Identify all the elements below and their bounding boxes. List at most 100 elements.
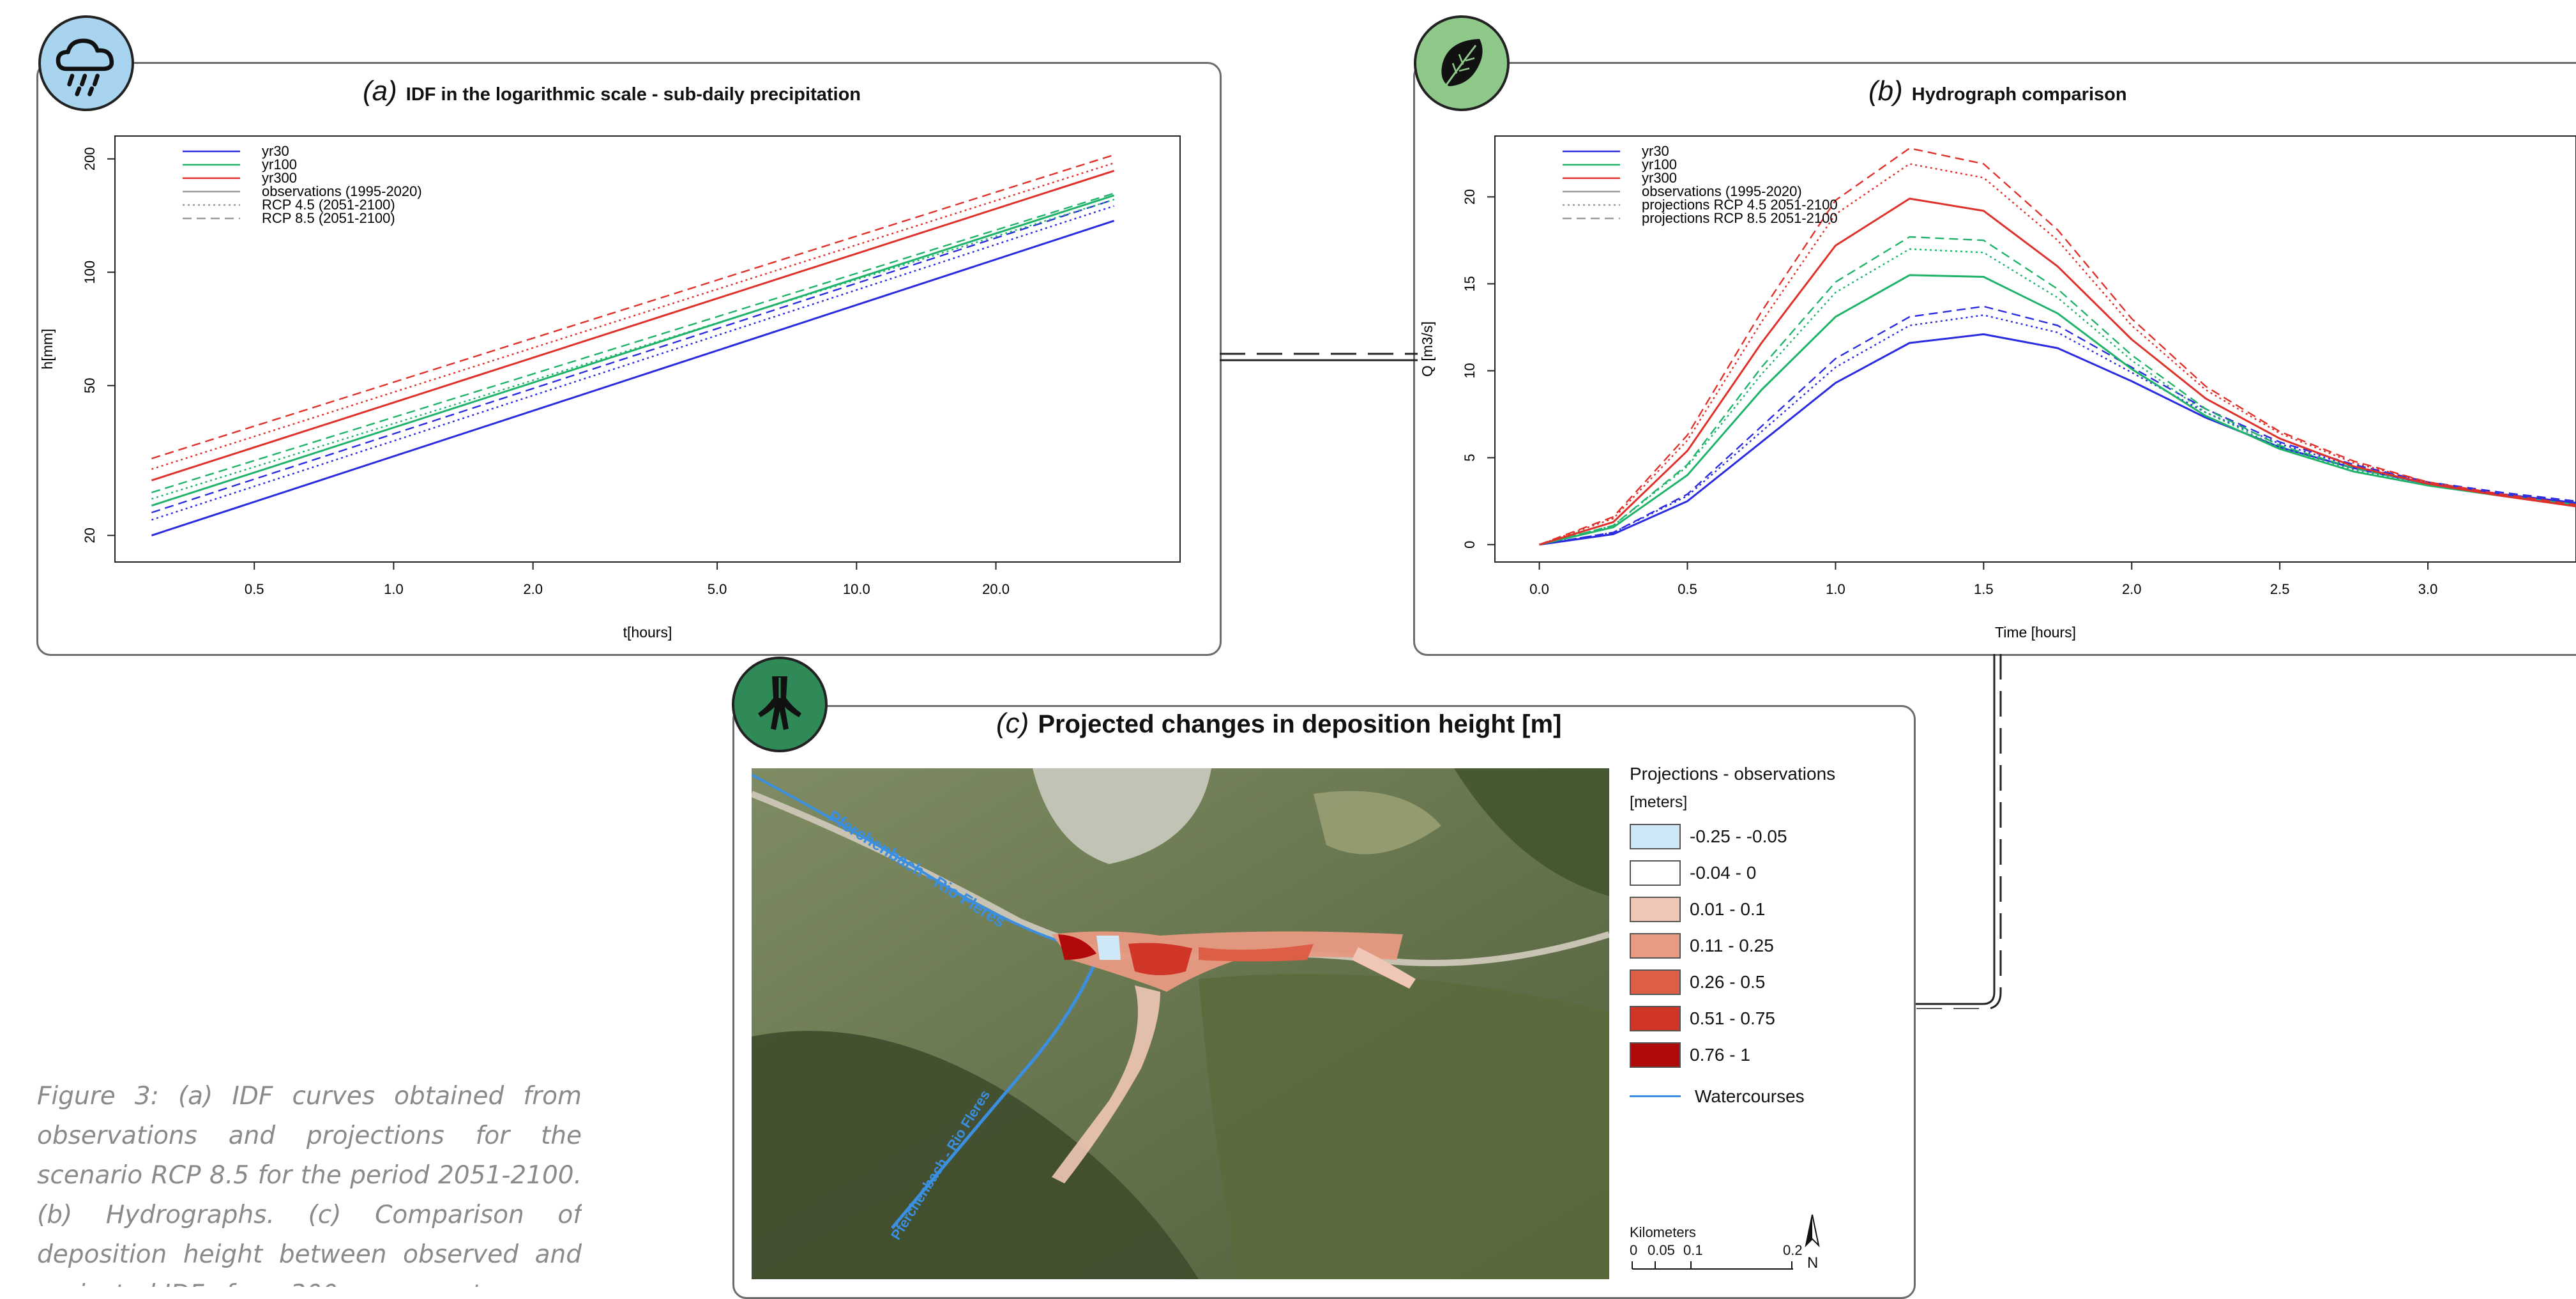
y-tick-label: 10	[1462, 363, 1478, 378]
legend-class-label: -0.04 - 0	[1690, 862, 1757, 883]
series-line	[151, 194, 1115, 507]
panel-a	[36, 62, 1222, 656]
panel-b-title: (b) Hydrograph comparison	[1868, 75, 2127, 107]
x-axis-label: Time [hours]	[1995, 624, 2076, 641]
legend-class-swatch	[1630, 932, 1681, 959]
legend-class-label: 0.26 - 0.5	[1690, 971, 1766, 992]
series-line	[1539, 305, 2576, 545]
legend-class-label: 0.01 - 0.1	[1690, 899, 1766, 919]
series-group	[151, 154, 1115, 536]
scale-tick-2: 0.1	[1683, 1242, 1703, 1258]
legend-class-row: 0.51 - 0.75	[1630, 1000, 1911, 1037]
panel-c-title: (c) Projected changes in deposition heigh…	[996, 708, 1561, 740]
north-arrow-glyph	[1805, 1214, 1820, 1248]
series-line	[1539, 314, 2576, 545]
scale-tick-3: 0.2	[1783, 1242, 1803, 1258]
x-tick-label: 1.5	[1974, 581, 1994, 597]
leaf-icon-glyph	[1441, 39, 1483, 86]
watercourses-label: Watercourses	[1695, 1086, 1805, 1106]
legend-class-row: 0.26 - 0.5	[1630, 964, 1911, 1000]
panel-c-tag: (c)	[996, 708, 1029, 739]
y-tick-label: 0	[1462, 541, 1478, 549]
deposition-map: Pferchenbach - Rio Fleres Pferchenbach -…	[752, 768, 1609, 1279]
legend-label: projections RCP 8.5 2051-2100	[1642, 210, 1838, 226]
legend-class-swatch	[1630, 969, 1681, 995]
series-line	[151, 199, 1114, 513]
roots-icon	[732, 657, 828, 752]
x-tick-label: 0.5	[1678, 581, 1697, 597]
panel-a-title: (a) IDF in the logarithmic scale - sub-da…	[363, 75, 861, 107]
y-axis-label: h[mm]	[39, 329, 56, 370]
panel-c-title-text: Projected changes in deposition height […	[1038, 710, 1562, 738]
map-legend-unit: [meters]	[1630, 793, 1688, 811]
north-arrow-icon: N	[1799, 1213, 1825, 1283]
panel-a-tag: (a)	[363, 75, 397, 107]
legend-label: yr300	[262, 170, 297, 186]
legend-class-swatch	[1630, 823, 1681, 849]
rain-cloud-icon-glyph	[56, 38, 114, 96]
legend-label: yr30	[1642, 143, 1669, 159]
legend-label: projections RCP 4.5 2051-2100	[1642, 197, 1838, 213]
x-tick-label: 2.0	[2122, 581, 2142, 597]
panel-b	[1413, 62, 2576, 656]
rain-cloud-icon	[38, 15, 134, 111]
map-legend-title: Projections - observations	[1630, 764, 1836, 784]
y-tick-label: 15	[1462, 276, 1478, 291]
legend-class-row: 0.01 - 0.1	[1630, 891, 1911, 927]
scale-bar-title: Kilometers	[1630, 1224, 1696, 1240]
legend-label: yr100	[1642, 156, 1677, 172]
legend-class-label: -0.25 - -0.05	[1690, 826, 1787, 846]
legend-class-swatch	[1630, 1005, 1681, 1031]
x-tick-label: 0.0	[1529, 581, 1549, 597]
series-line	[1539, 248, 2576, 545]
map-legend-classes: -0.25 - -0.05 -0.04 - 0 0.01 - 0.1 0.11 - 0…	[1630, 818, 1911, 1073]
idf-chart: 0.5 1.0 2.0 5.0 10.0 20.0 20 50 100 200 t[hours] h[…	[39, 135, 1181, 641]
panel-b-title-text: Hydrograph comparison	[1911, 84, 2127, 105]
x-tick-label: 2.5	[2270, 581, 2290, 597]
x-tick-label: 20.0	[982, 581, 1010, 597]
y-tick-label: 50	[82, 378, 98, 393]
north-label: N	[1807, 1254, 1819, 1272]
series-line	[1539, 274, 2576, 546]
legend-label: yr30	[262, 143, 289, 159]
figure-caption: Figure 3: (a) IDF curves obtained from o…	[37, 1082, 582, 1287]
legend-class-label: 0.51 - 0.75	[1690, 1008, 1775, 1028]
legend-label: observations (1995-2020)	[262, 183, 422, 199]
legend-label: yr100	[262, 156, 297, 172]
legend-class-swatch	[1630, 896, 1681, 922]
x-tick-label: 2.0	[523, 581, 543, 597]
legend-class-swatch	[1630, 1042, 1681, 1068]
series-line	[1539, 236, 2576, 545]
x-tick-label: 3.0	[2418, 581, 2438, 597]
x-tick-label: 5.0	[708, 581, 727, 597]
legend-class-row: -0.04 - 0	[1630, 855, 1911, 891]
x-tick-label: 1.0	[1826, 581, 1845, 597]
x-tick-label: 1.0	[384, 581, 404, 597]
connector-b-c	[1913, 654, 2002, 1009]
legend-label: observations (1995-2020)	[1642, 183, 1802, 199]
series-line	[1539, 197, 2576, 546]
legend-class-row: 0.76 - 1	[1630, 1037, 1911, 1073]
series-line	[151, 199, 1114, 500]
legend-class-row: -0.25 - -0.05	[1630, 818, 1911, 855]
map-legend: Projections - observations [meters] -0.2…	[1630, 764, 1911, 1114]
panel-b-tag: (b)	[1868, 75, 1903, 107]
series-line	[151, 220, 1115, 536]
map-legend-watercourses: Watercourses	[1630, 1078, 1911, 1114]
legend-class-label: 0.11 - 0.25	[1690, 935, 1774, 955]
legend-class-row: 0.11 - 0.25	[1630, 927, 1911, 964]
series-line	[151, 192, 1114, 494]
map-scale-bar: Kilometers 0 0.05 0.1 0.2	[1630, 1224, 1803, 1278]
scale-bar-graphic	[1632, 1261, 1793, 1270]
series-line	[151, 169, 1115, 482]
series-line	[1539, 147, 2576, 545]
plot-frame	[114, 135, 1181, 563]
leaf-icon	[1414, 15, 1510, 111]
legend-class-swatch	[1630, 860, 1681, 886]
connector-a-b	[1220, 353, 1418, 361]
series-line	[151, 205, 1114, 521]
y-tick-label: 100	[82, 261, 98, 284]
roots-icon-glyph	[758, 676, 801, 730]
